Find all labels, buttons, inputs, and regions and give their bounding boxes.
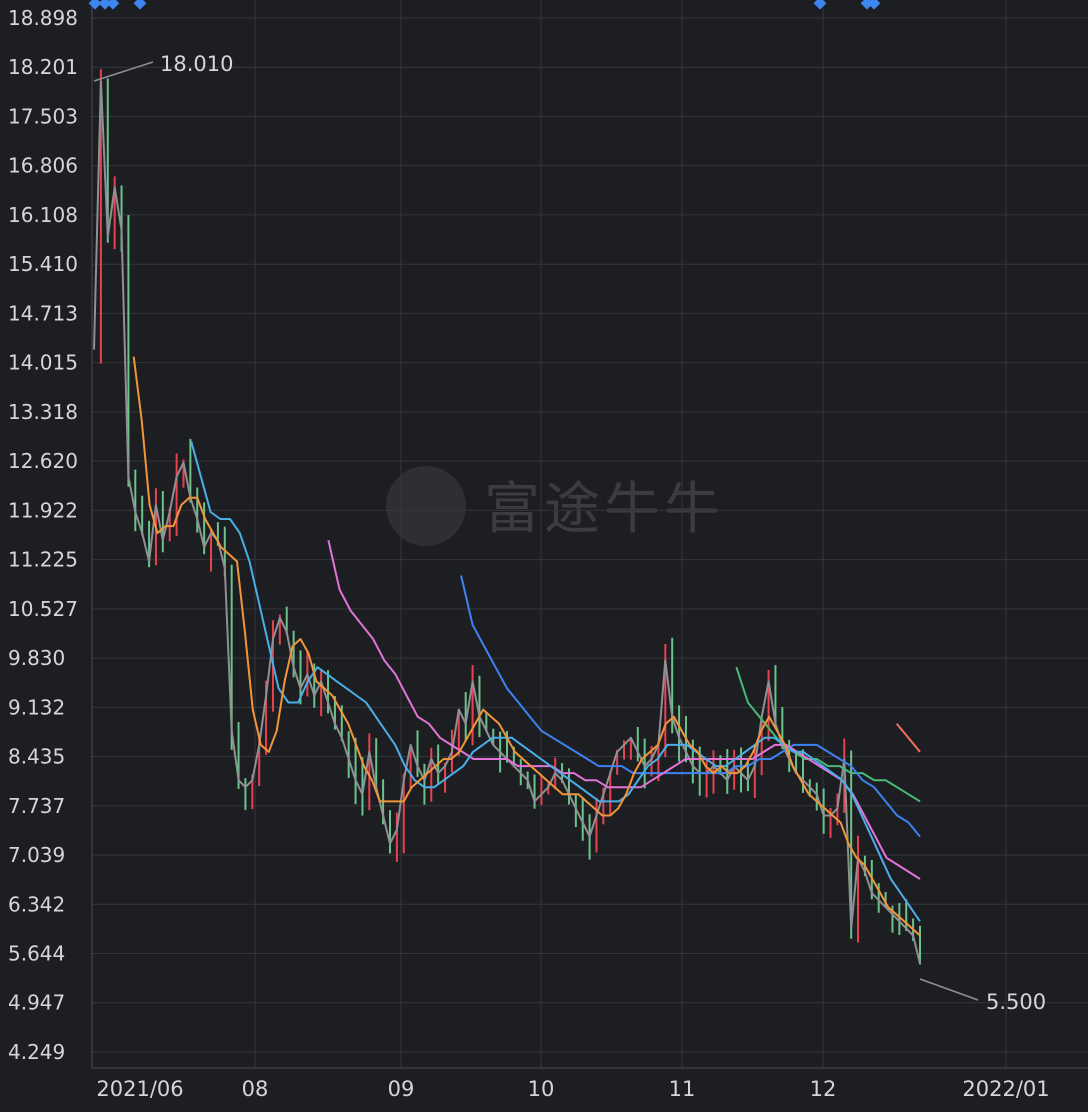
y-tick-label: 16.108: [8, 203, 78, 227]
x-tick-label: 12: [810, 1077, 837, 1101]
x-axis: 2021/06 08 09 10 11 12 2022/01: [92, 1067, 1088, 1101]
y-axis: 18.898 18.201 17.503 16.806 16.108 15.410 14.7…: [8, 0, 93, 1068]
ma60-line: [735, 666, 921, 803]
low-leader-line: [919, 978, 979, 1001]
watermark-text: 富途牛牛: [484, 477, 724, 542]
high-leader-line: [93, 61, 154, 82]
low-annotation: 5.500: [986, 990, 1046, 1014]
x-tick-label: 11: [669, 1077, 696, 1101]
y-tick-label: 13.318: [8, 400, 78, 424]
ma120-line: [895, 723, 921, 753]
series-lines: [93, 80, 921, 964]
y-tick-label: 12.620: [8, 449, 78, 473]
y-tick-label: 7.039: [8, 843, 65, 867]
y-tick-label: 11.922: [8, 498, 78, 522]
y-tick-label: 11.225: [8, 548, 78, 572]
y-tick-label: 9.132: [8, 695, 65, 719]
y-tick-label: 4.249: [8, 1040, 65, 1064]
y-tick-label: 4.947: [8, 991, 65, 1015]
ma20-line: [327, 539, 921, 880]
high-annotation: 18.010: [160, 52, 233, 76]
event-marker-icon[interactable]: [813, 0, 827, 10]
x-tick-label: 08: [242, 1077, 269, 1101]
y-tick-label: 7.737: [8, 794, 65, 818]
x-tick-label: 09: [388, 1077, 415, 1101]
event-marker-icon[interactable]: [867, 0, 881, 10]
watermark: 富途牛牛: [386, 466, 724, 546]
x-tick-label: 10: [528, 1077, 555, 1101]
y-tick-label: 18.201: [8, 55, 78, 79]
y-tick-label: 10.527: [8, 597, 78, 621]
x-tick-label: 2021/06: [96, 1077, 183, 1101]
ma5-line: [132, 356, 921, 937]
event-markers: [88, 0, 881, 10]
x-tick-label: 2022/01: [962, 1077, 1049, 1101]
ma10-line: [190, 441, 921, 922]
y-tick-label: 18.898: [8, 6, 78, 30]
y-tick-label: 5.644: [8, 942, 65, 966]
y-tick-label: 6.342: [8, 892, 65, 916]
y-tick-label: 16.806: [8, 154, 78, 178]
watermark-logo-icon: [386, 466, 466, 546]
y-tick-label: 14.713: [8, 301, 78, 325]
annotations: 18.010 5.500: [93, 52, 1046, 1014]
y-tick-label: 14.015: [8, 351, 78, 375]
y-tick-label: 8.435: [8, 745, 65, 769]
y-tick-label: 15.410: [8, 252, 78, 276]
y-tick-label: 17.503: [8, 104, 78, 128]
event-marker-icon[interactable]: [88, 0, 102, 10]
event-marker-icon[interactable]: [133, 0, 147, 10]
y-tick-label: 9.830: [8, 646, 65, 670]
event-marker-icon[interactable]: [106, 0, 120, 10]
ma30-line: [460, 575, 921, 838]
